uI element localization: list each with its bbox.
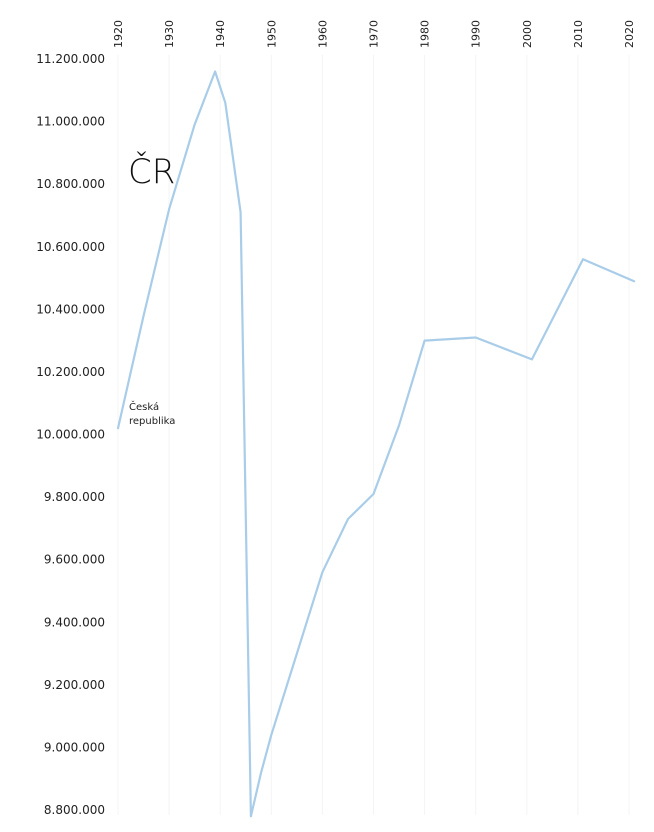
x-tick-label: 1990 (470, 20, 483, 48)
y-axis: 8.800.000 9.000.000 9.200.000 9.400.000 9.60… (36, 52, 105, 817)
y-tick-label: 9.800.000 (44, 490, 105, 504)
x-tick-label: 2000 (521, 20, 534, 48)
x-tick-label: 2010 (572, 20, 585, 48)
x-tick-label: 1930 (163, 20, 176, 48)
y-tick-label: 10.800.000 (36, 177, 105, 191)
chart-title: ČR (128, 151, 175, 192)
x-tick-label: 1940 (214, 20, 227, 48)
x-tick-label: 2020 (623, 20, 636, 48)
annotation-line-2: republika (129, 416, 175, 427)
y-tick-label: 11.200.000 (36, 52, 105, 66)
series-layer (116, 70, 636, 818)
x-tick-label: 1950 (265, 20, 278, 48)
annotation-line-1: Česká (129, 400, 159, 413)
grid-layer (117, 55, 630, 815)
y-tick-label: 8.800.000 (44, 803, 105, 817)
x-tick-label: 1980 (419, 20, 432, 48)
y-tick-label: 10.200.000 (36, 365, 105, 379)
y-tick-label: 10.000.000 (36, 428, 105, 442)
series-line-0 (116, 70, 636, 818)
y-tick-label: 9.000.000 (44, 740, 105, 754)
y-tick-label: 9.400.000 (44, 615, 105, 629)
x-tick-label: 1960 (316, 20, 329, 48)
x-axis: 1920 1930 1940 1950 1960 1970 1980 1990 2000 2010… (112, 20, 636, 48)
y-tick-label: 9.200.000 (44, 678, 105, 692)
x-tick-label: 1970 (368, 20, 381, 48)
y-tick-label: 9.600.000 (44, 553, 105, 567)
y-tick-label: 10.400.000 (36, 302, 105, 316)
y-tick-label: 10.600.000 (36, 240, 105, 254)
x-tick-label: 1920 (112, 20, 125, 48)
series-annotation: Česká republika (129, 400, 175, 427)
y-tick-label: 11.000.000 (36, 115, 105, 129)
